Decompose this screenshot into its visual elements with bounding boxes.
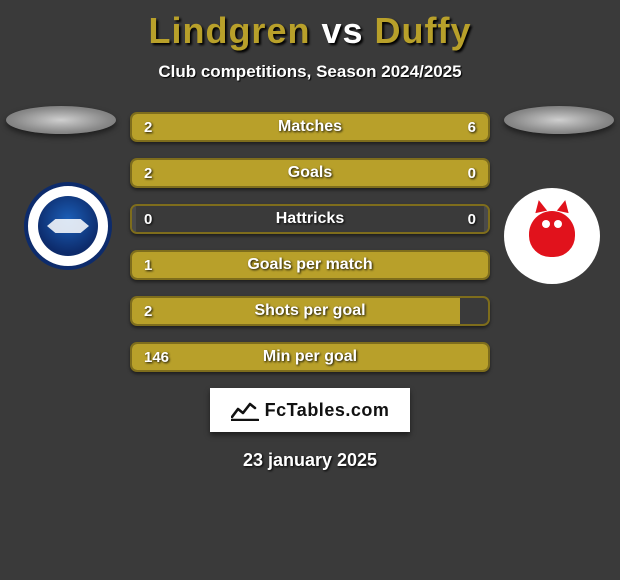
title-vs: vs <box>321 10 363 51</box>
stat-fill-left <box>132 298 460 324</box>
stat-row: Goals20 <box>130 158 490 188</box>
stat-fill-left <box>132 206 136 232</box>
date-text: 23 january 2025 <box>0 450 620 471</box>
brand-box: FcTables.com <box>210 388 410 432</box>
stat-fill-left <box>132 252 488 278</box>
lincoln-crest-icon <box>504 188 600 284</box>
brand-text: FcTables.com <box>265 400 390 421</box>
stat-row: Shots per goal2 <box>130 296 490 326</box>
stat-value-right <box>464 298 488 324</box>
comparison-stage: Matches26 Goals20 Hattricks0 0 Goals per mat… <box>0 110 620 471</box>
left-club-crest <box>18 176 118 276</box>
stat-fill-left <box>132 344 488 370</box>
stat-value-left: 0 <box>132 206 164 232</box>
subtitle: Club competitions, Season 2024/2025 <box>0 62 620 82</box>
shadow-right-ellipse <box>504 106 614 134</box>
stat-value-right: 0 <box>456 206 488 232</box>
stat-row: Min per goal146 <box>130 342 490 372</box>
stat-fill-right <box>417 160 488 186</box>
stat-fill-right <box>484 206 488 232</box>
peterborough-crest-icon <box>24 182 112 270</box>
fctables-logo-icon <box>231 399 259 421</box>
title-right-player: Duffy <box>375 10 472 51</box>
stat-fill-right <box>221 114 488 140</box>
stat-label: Hattricks <box>132 206 488 232</box>
page-title: Lindgren vs Duffy <box>0 0 620 52</box>
stat-row: Goals per match1 <box>130 250 490 280</box>
shadow-left-ellipse <box>6 106 116 134</box>
stat-row: Hattricks0 0 <box>130 204 490 234</box>
title-left-player: Lindgren <box>148 10 310 51</box>
stat-fill-left <box>132 114 221 140</box>
right-club-crest <box>502 186 602 286</box>
stat-row: Matches26 <box>130 112 490 142</box>
stat-fill-left <box>132 160 417 186</box>
stat-bars: Matches26 Goals20 Hattricks0 0 Goals per mat… <box>130 110 490 372</box>
